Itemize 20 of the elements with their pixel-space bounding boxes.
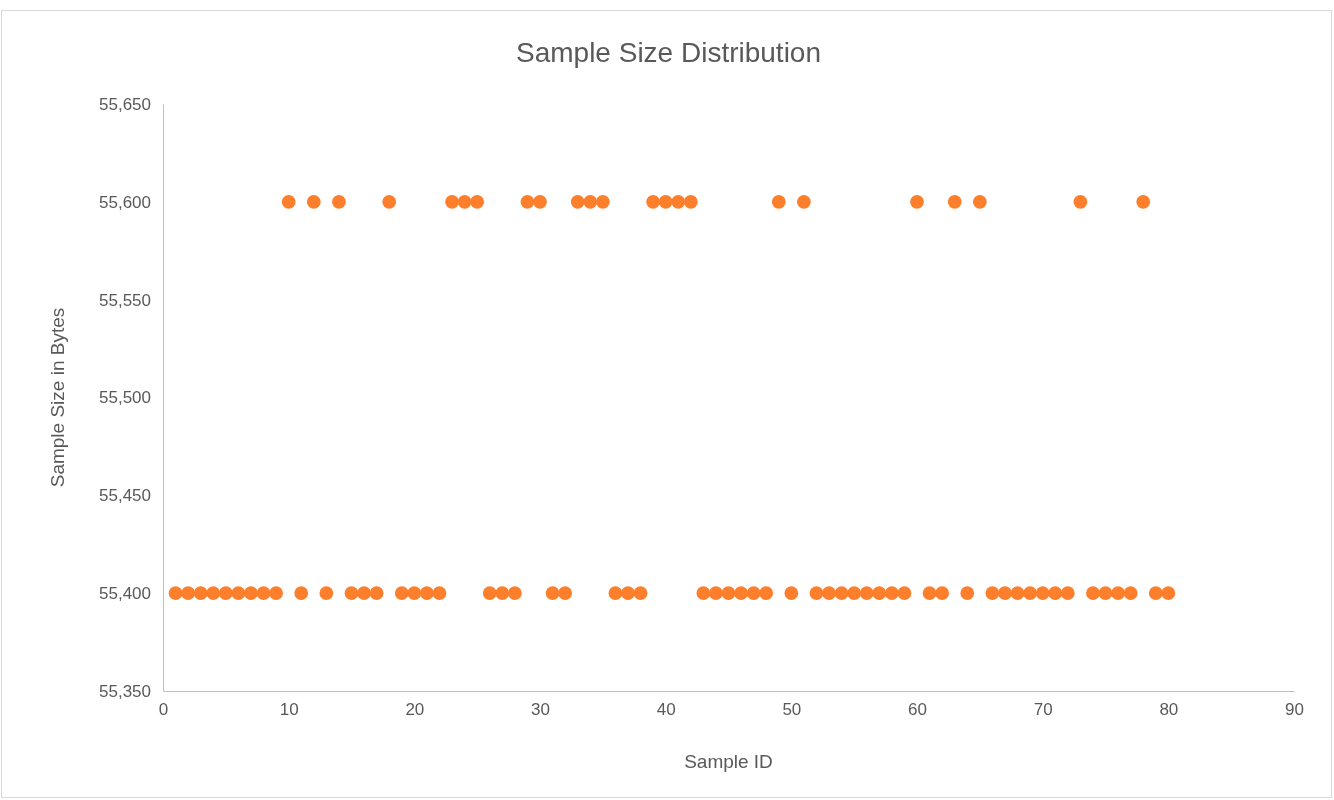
- x-tick-label: 60: [908, 700, 927, 720]
- x-tick-label: 10: [279, 700, 299, 720]
- y-tick-label: 55,450: [99, 486, 151, 506]
- x-tick-label: 0: [158, 700, 169, 720]
- y-tick-label: 55,600: [99, 192, 151, 212]
- x-tick-label: 90: [1285, 700, 1304, 720]
- x-axis-title: Sample ID: [684, 751, 773, 772]
- y-axis-title: Sample Size in Bytes: [47, 307, 68, 488]
- chart-title: Sample Size Distribution: [515, 37, 822, 68]
- x-tick-label: 30: [531, 700, 550, 720]
- y-tick-label: 55,650: [99, 94, 151, 114]
- x-tick-label: 40: [656, 700, 676, 720]
- x-tick-label: 80: [1159, 700, 1179, 720]
- y-tick-label: 55,350: [99, 681, 151, 701]
- y-tick-label: 55,400: [99, 584, 151, 604]
- x-tick-label: 70: [1033, 700, 1053, 720]
- y-tick-label: 55,500: [99, 388, 151, 408]
- x-tick-label: 20: [405, 700, 425, 720]
- y-tick-label: 55,550: [99, 290, 151, 310]
- x-tick-label: 50: [782, 700, 802, 720]
